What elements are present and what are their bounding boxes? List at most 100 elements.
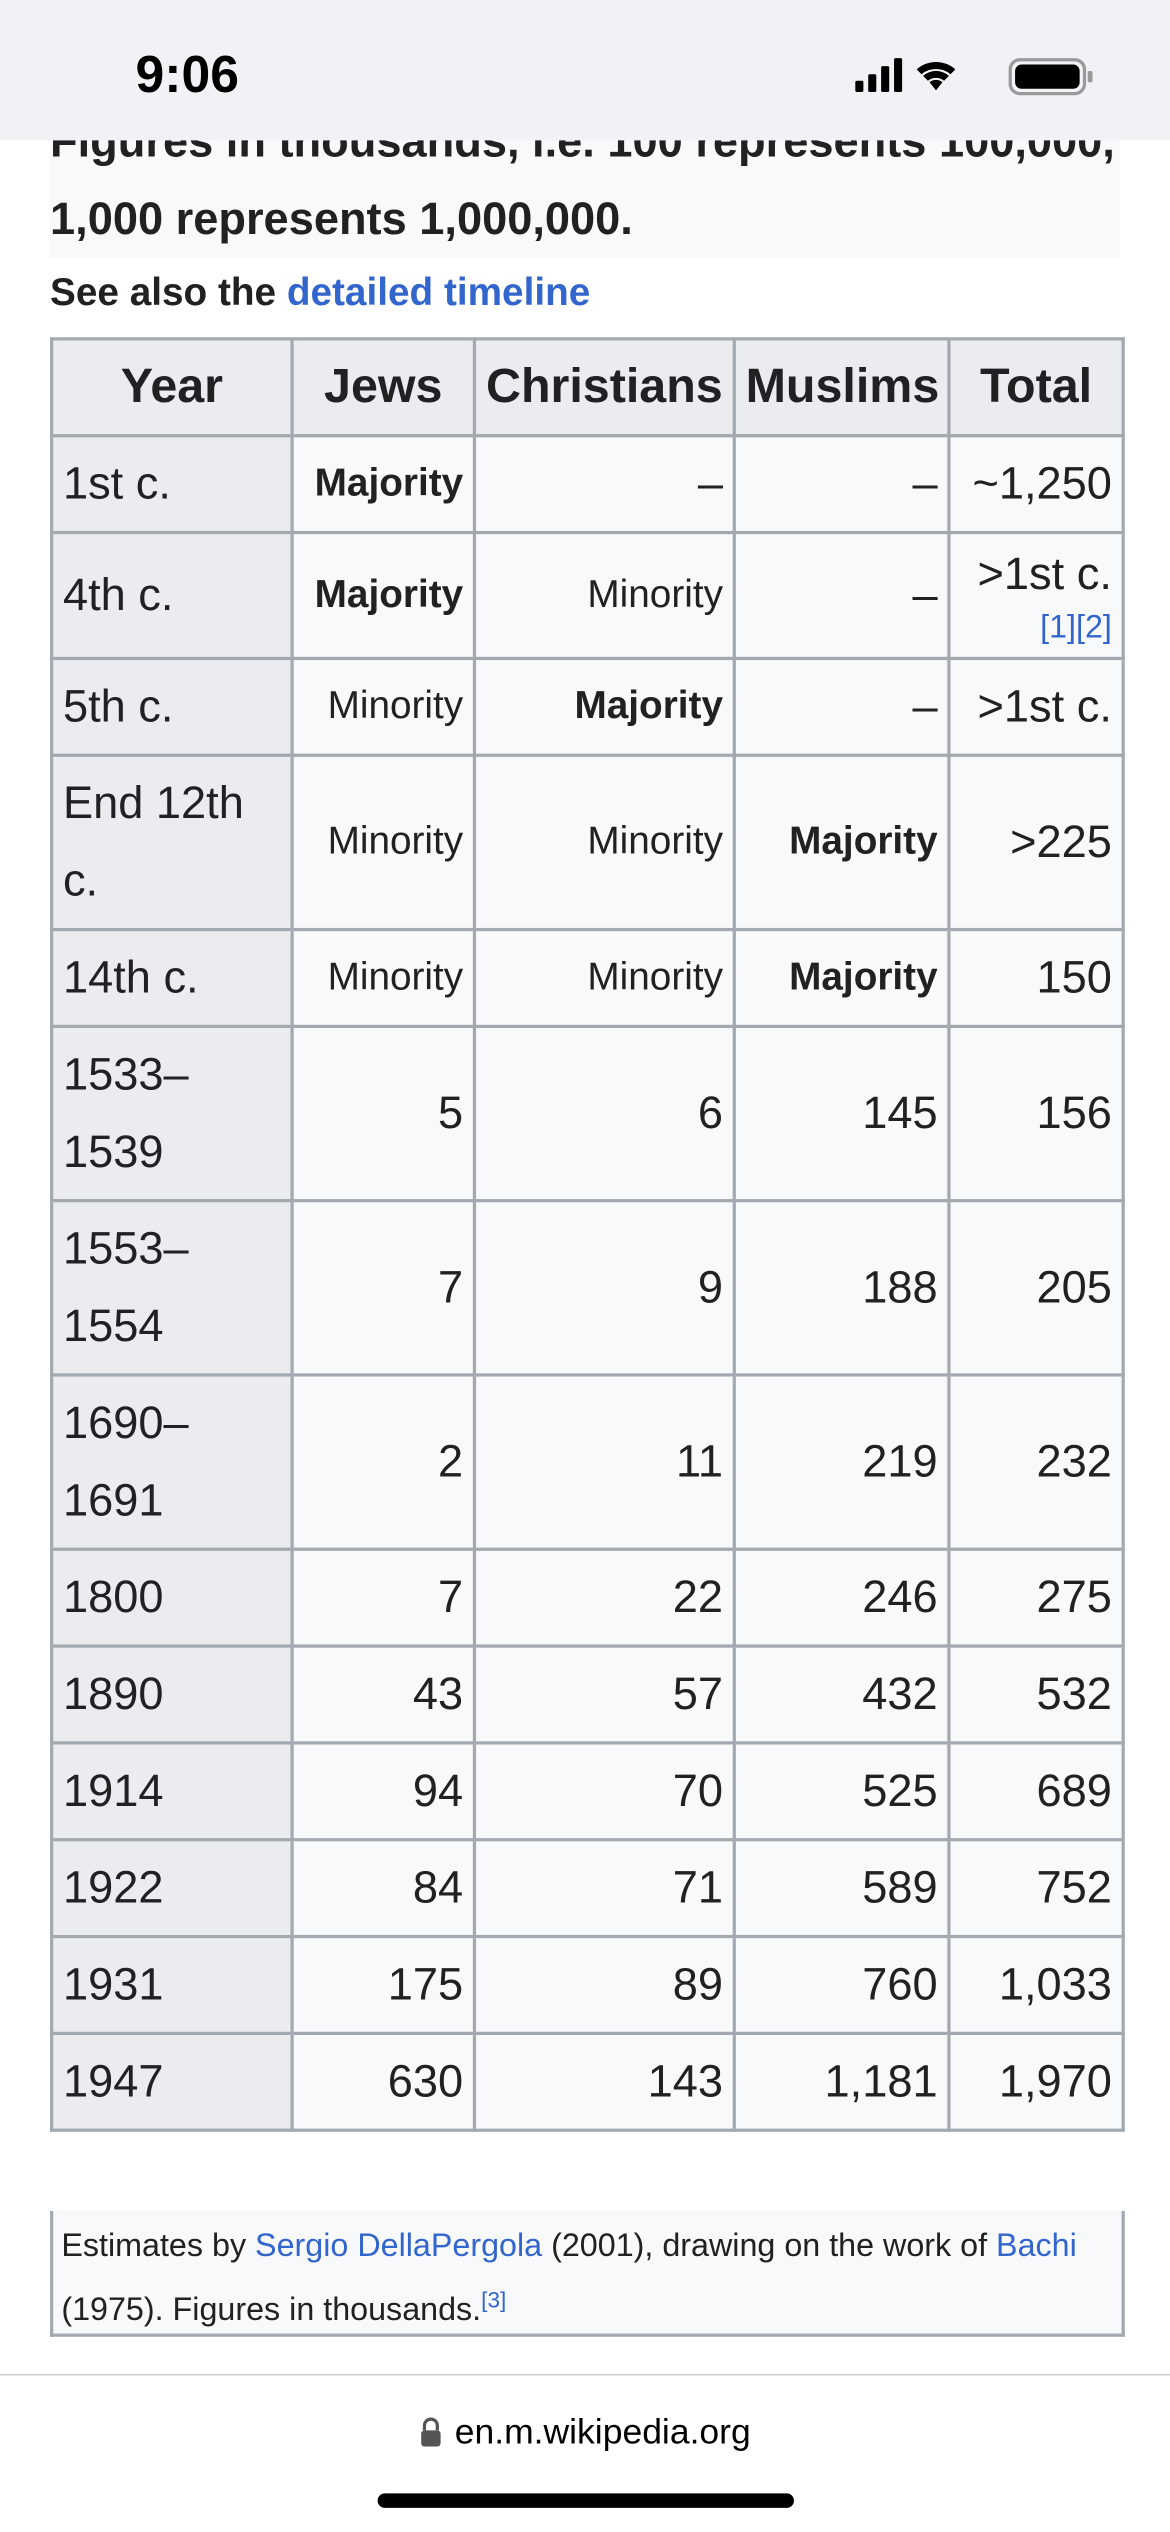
cell: Majority xyxy=(732,927,951,1028)
table-row: 1931 175 89 760 1,033 xyxy=(50,1934,1125,2036)
cell: Minority xyxy=(290,927,477,1028)
column-header: Muslims xyxy=(732,337,951,438)
table-row: 1533–1539 5 6 145 156 xyxy=(50,1024,1125,1203)
url-bar: en.m.wikipedia.org xyxy=(0,2373,1170,2532)
link[interactable]: detailed timeline xyxy=(286,271,591,315)
cell: 94 xyxy=(290,1741,477,1842)
row-header: 1947 xyxy=(50,2031,294,2132)
column-header: Christians xyxy=(472,337,736,438)
cell: 89 xyxy=(472,1934,736,2036)
link[interactable]: Sergio DellaPergola xyxy=(255,2228,543,2265)
cell: 232 xyxy=(947,1373,1125,1551)
cell-text: Minority xyxy=(587,819,723,864)
cell: >1st c. [1][2] xyxy=(947,530,1125,661)
row-header: End 12th c. xyxy=(50,753,294,932)
cell: 156 xyxy=(947,1024,1125,1203)
cell: 246 xyxy=(732,1547,951,1648)
cell: 22 xyxy=(472,1547,736,1648)
cell: 1,970 xyxy=(947,2031,1125,2132)
cell: 630 xyxy=(290,2031,477,2132)
row-header: 1553–1554 xyxy=(50,1199,294,1377)
row-header: 1914 xyxy=(50,1741,294,1842)
row-header: 1931 xyxy=(50,1934,294,2036)
cell: 175 xyxy=(290,1934,477,2036)
cell: Minority xyxy=(472,753,736,932)
cell: 145 xyxy=(732,1024,951,1203)
cell: 2 xyxy=(290,1373,477,1551)
cell: 71 xyxy=(472,1838,736,1939)
cell: – xyxy=(472,434,736,535)
status-bar: 9:06 xyxy=(0,0,1170,141)
cell-text: Majority xyxy=(574,684,723,728)
table-row: 1800 7 22 246 275 xyxy=(50,1547,1125,1648)
cell: 7 xyxy=(290,1199,477,1377)
cell: 57 xyxy=(472,1644,736,1745)
cell: 275 xyxy=(947,1547,1125,1648)
see-also: See also the detailed timeline xyxy=(50,271,590,316)
row-header: 1922 xyxy=(50,1838,294,1939)
cell: 525 xyxy=(732,1741,951,1842)
row-header: 1800 xyxy=(50,1547,294,1648)
cell: 6 xyxy=(472,1024,736,1203)
cell: – xyxy=(732,530,951,661)
cell: 5 xyxy=(290,1024,477,1203)
row-header: 4th c. xyxy=(50,530,294,661)
cell-text: Minority xyxy=(587,955,723,999)
cell-text: Minority xyxy=(327,819,464,864)
cell-text: Minority xyxy=(327,955,464,999)
cell: 205 xyxy=(947,1199,1125,1377)
cell-text: >1st c. xyxy=(977,548,1112,599)
url-row[interactable]: en.m.wikipedia.org xyxy=(0,2411,1170,2453)
cell-text: Majority xyxy=(789,955,938,999)
status-icons xyxy=(855,58,1093,96)
cell-text: Majority xyxy=(314,461,464,506)
row-header: 1533–1539 xyxy=(50,1024,294,1203)
cell: 752 xyxy=(947,1838,1125,1939)
cell: Majority xyxy=(732,753,951,932)
row-header: 5th c. xyxy=(50,656,294,757)
table-row: 1914 94 70 525 689 xyxy=(50,1741,1125,1842)
text: (2001), drawing on the work of xyxy=(542,2228,997,2265)
cell: – xyxy=(732,656,951,757)
url: en.m.wikipedia.org xyxy=(454,2411,751,2452)
table-row: 4th c. Majority Minority – >1st c. [1][2] xyxy=(50,530,1125,661)
ref[interactable]: [3] xyxy=(481,2286,507,2313)
cell: Minority xyxy=(472,927,736,1028)
cell: 43 xyxy=(290,1644,477,1745)
cell: 84 xyxy=(290,1838,477,1939)
table-row: 1st c. Majority – – ~1,250 xyxy=(50,434,1125,535)
cell: 760 xyxy=(732,1934,951,2036)
text: Estimates by xyxy=(61,2228,256,2265)
cell: 1,181 xyxy=(732,2031,951,2132)
cell: Minority xyxy=(290,656,477,757)
cell: 1,033 xyxy=(947,1934,1125,2036)
lock-icon xyxy=(420,2417,441,2447)
cell: Majority xyxy=(290,530,477,661)
cell: 432 xyxy=(732,1644,951,1745)
table-row: 1553–1554 7 9 188 205 xyxy=(50,1199,1125,1377)
cell: 188 xyxy=(732,1199,951,1377)
cell: 219 xyxy=(732,1373,951,1551)
cell: 70 xyxy=(472,1741,736,1842)
cell: 7 xyxy=(290,1547,477,1648)
column-header: Total xyxy=(947,337,1125,438)
cell: 589 xyxy=(732,1838,951,1939)
see-also-text: See also the xyxy=(50,271,287,315)
table-row: 1690–1691 2 11 219 232 xyxy=(50,1373,1125,1551)
link[interactable]: Bachi xyxy=(996,2228,1077,2265)
ref[interactable]: [1][2] xyxy=(1040,610,1112,646)
cell: ~1,250 xyxy=(947,434,1125,535)
cell: 150 xyxy=(947,927,1125,1028)
table-row: 1890 43 57 432 532 xyxy=(50,1644,1125,1745)
cell: Minority xyxy=(472,530,736,661)
cell: >1st c. xyxy=(947,656,1125,757)
table-row: End 12th c. Minority Minority Majority >225 xyxy=(50,753,1125,932)
column-header: Year xyxy=(50,337,294,438)
cell: 532 xyxy=(947,1644,1125,1745)
data-table: Year Jews Christians Muslims Total 1st c. Maj… xyxy=(50,337,1125,2132)
cell: 689 xyxy=(947,1741,1125,1842)
row-header: 1st c. xyxy=(50,434,294,535)
footnote: Estimates by Sergio DellaPergola (2001),… xyxy=(50,2210,1125,2337)
